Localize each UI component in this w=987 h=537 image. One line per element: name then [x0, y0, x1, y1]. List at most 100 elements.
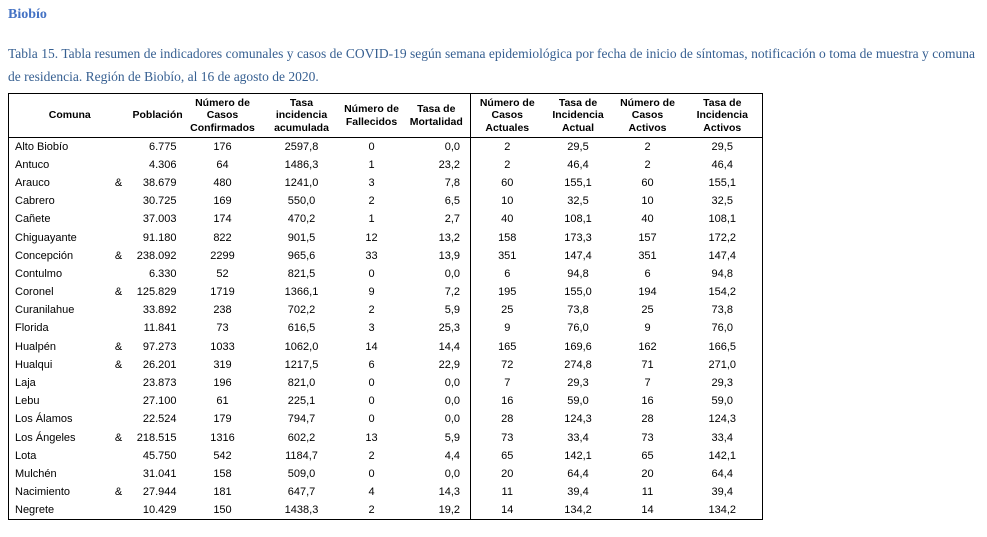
tasa-mortalidad-cell: 13,2 [438, 231, 460, 244]
tasa-incidencia-activos-cell: 76,0 [711, 322, 733, 335]
priority-marker [107, 156, 131, 174]
tasa-incidencia-actual-cell: 142,1 [564, 449, 592, 462]
casos-confirmados-cell: 181 [213, 486, 232, 499]
table-row: Nacimiento & 27.944 181 647,7 4 14,3 11 … [9, 483, 763, 502]
fallecidos-cell: 0 [368, 395, 375, 408]
table-row: Lebu 27.100 61 225,1 0 0,0 16 59,0 16 59… [9, 392, 763, 411]
tasa-incidencia-actual-cell: 29,5 [567, 140, 589, 153]
section-title: Biobío [8, 7, 47, 22]
tasa-incidencia-acumulada-cell: 550,0 [287, 195, 316, 208]
comuna-cell: Nacimiento [15, 486, 71, 499]
tasa-incidencia-activos-cell: 147,4 [708, 249, 737, 262]
casos-confirmados-cell: 176 [213, 140, 232, 153]
comuna-cell: Negrete [15, 504, 55, 517]
casos-confirmados-cell: 64 [216, 158, 229, 171]
poblacion-cell: 238.092 [136, 249, 177, 262]
poblacion-cell: 125.829 [136, 286, 177, 299]
table-row: Los Ángeles & 218.515 1316 602,2 13 5,9 … [9, 428, 763, 447]
fallecidos-cell: 2 [368, 195, 375, 208]
tasa-incidencia-actual-cell: 46,4 [567, 158, 589, 171]
tasa-mortalidad-cell: 7,8 [444, 176, 460, 189]
casos-actuales-cell: 65 [470, 446, 544, 465]
col-header-casos-actuales: Número de Casos Actuales [470, 93, 544, 138]
poblacion-cell: 10.429 [142, 504, 177, 517]
tasa-incidencia-actual-cell: 173,3 [564, 231, 592, 244]
tasa-incidencia-activos-cell: 271,0 [708, 358, 737, 371]
tasa-incidencia-acumulada-cell: 225,1 [287, 395, 316, 408]
priority-marker [107, 138, 131, 156]
casos-activos-cell: 60 [641, 176, 654, 189]
col-header-casos-confirmados: Número de Casos Confirmados [182, 93, 263, 138]
tasa-incidencia-activos-cell: 29,3 [711, 377, 733, 390]
col-header-tasa-mortalidad: Tasa de Mortalidad [402, 93, 471, 138]
comuna-cell: Curanilahue [15, 304, 75, 317]
poblacion-cell: 91.180 [142, 231, 177, 244]
comuna-cell: Antuco [15, 158, 50, 171]
tasa-incidencia-acumulada-cell: 1438,3 [284, 504, 319, 517]
casos-actuales-cell: 60 [470, 173, 544, 193]
table-row: Lota 45.750 542 1184,7 2 4,4 65 142,1 65… [9, 446, 763, 465]
fallecidos-cell: 1 [368, 213, 375, 226]
fallecidos-cell: 0 [368, 467, 375, 480]
casos-actuales-cell: 2 [470, 155, 544, 174]
tasa-mortalidad-cell: 6,5 [444, 195, 460, 208]
tasa-incidencia-actual-cell: 29,3 [567, 377, 589, 390]
table-row: Hualqui & 26.201 319 1217,5 6 22,9 72 27… [9, 355, 763, 374]
fallecidos-cell: 2 [368, 504, 375, 517]
casos-activos-cell: 2 [644, 140, 651, 153]
tasa-incidencia-acumulada-cell: 647,7 [287, 486, 316, 499]
col-header-tasa-incidencia-actual: Tasa de Incidencia Actual [543, 93, 613, 138]
comuna-cell: Cañete [15, 213, 51, 226]
tasa-incidencia-actual-cell: 33,4 [567, 431, 589, 444]
priority-marker [107, 301, 131, 319]
tasa-mortalidad-cell: 5,9 [444, 304, 460, 317]
comuna-cell: Mulchén [15, 467, 57, 480]
comuna-cell: Contulmo [15, 267, 63, 280]
casos-confirmados-cell: 822 [213, 231, 232, 244]
casos-activos-cell: 71 [641, 358, 654, 371]
tasa-incidencia-acumulada-cell: 1184,7 [285, 449, 318, 462]
fallecidos-cell: 3 [368, 176, 375, 189]
tasa-incidencia-activos-cell: 155,1 [708, 176, 737, 189]
tasa-incidencia-actual-cell: 32,5 [567, 195, 589, 208]
tasa-incidencia-activos-cell: 154,2 [708, 286, 737, 299]
tasa-incidencia-actual-cell: 274,8 [564, 358, 592, 371]
tasa-mortalidad-cell: 14,4 [438, 340, 460, 353]
tasa-incidencia-actual-cell: 108,1 [564, 213, 592, 226]
tasa-mortalidad-cell: 14,3 [438, 486, 460, 499]
tasa-incidencia-activos-cell: 64,4 [711, 467, 733, 480]
tasa-incidencia-activos-cell: 142,1 [708, 449, 737, 462]
tasa-mortalidad-cell: 13,9 [438, 249, 460, 262]
table-row: Coronel & 125.829 1719 1366,1 9 7,2 195 … [9, 283, 763, 302]
priority-marker [107, 410, 131, 428]
tasa-incidencia-acumulada-cell: 794,7 [287, 413, 316, 426]
tasa-incidencia-acumulada-cell: 821,5 [287, 267, 316, 280]
priority-marker [107, 210, 131, 228]
comuna-cell: Lota [15, 449, 37, 462]
col-header-tasa-incidencia-activos: Tasa de Incidencia Activos [682, 93, 763, 138]
casos-activos-cell: 11 [641, 486, 654, 499]
priority-marker: & [114, 340, 123, 353]
casos-confirmados-cell: 150 [213, 504, 232, 517]
table-row: Curanilahue 33.892 238 702,2 2 5,9 25 73… [9, 301, 763, 320]
tasa-incidencia-acumulada-cell: 1217,5 [284, 358, 319, 371]
tasa-incidencia-activos-cell: 32,5 [711, 195, 733, 208]
casos-activos-cell: 65 [641, 449, 654, 462]
fallecidos-cell: 2 [368, 304, 375, 317]
table-row: Concepción & 238.092 2299 965,6 33 13,9 … [9, 246, 763, 265]
poblacion-cell: 33.892 [142, 304, 177, 317]
casos-actuales-cell: 20 [470, 464, 544, 484]
priority-marker: & [114, 286, 123, 299]
fallecidos-cell: 6 [368, 358, 375, 371]
comuna-cell: Arauco [15, 176, 50, 189]
tasa-incidencia-actual-cell: 73,8 [567, 304, 589, 317]
tasa-incidencia-activos-cell: 39,4 [711, 486, 733, 499]
tasa-incidencia-acumulada-cell: 1062,0 [284, 340, 319, 353]
comuna-cell: Alto Biobío [15, 140, 69, 153]
casos-confirmados-cell: 1719 [210, 286, 235, 299]
fallecidos-cell: 0 [368, 413, 375, 426]
casos-activos-cell: 157 [638, 231, 657, 244]
casos-confirmados-cell: 52 [216, 267, 229, 280]
casos-activos-cell: 162 [638, 340, 657, 353]
